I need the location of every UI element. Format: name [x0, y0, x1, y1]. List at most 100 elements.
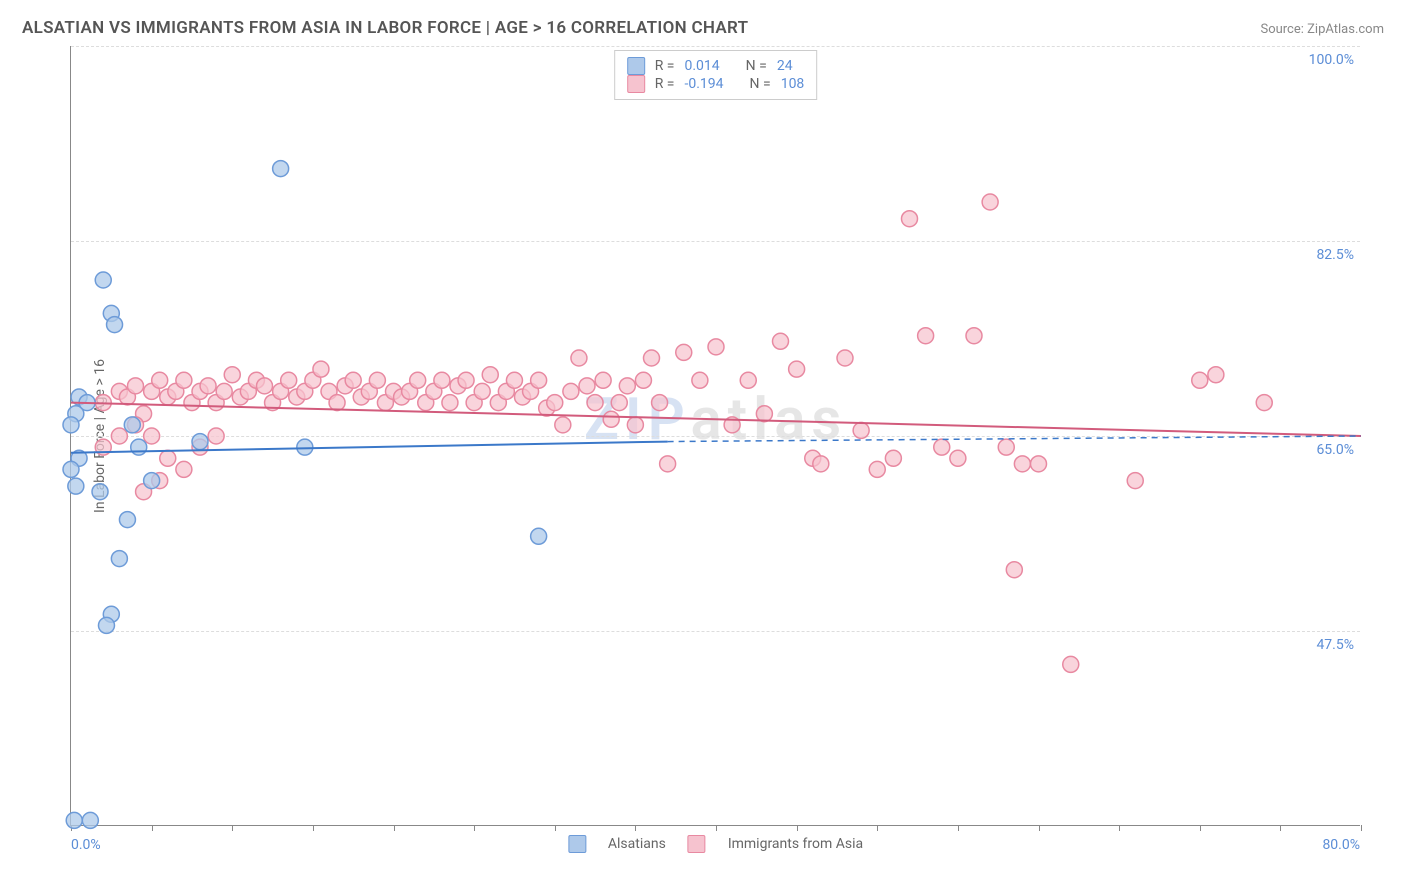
- scatter-point: [369, 372, 385, 388]
- scatter-point: [506, 372, 522, 388]
- scatter-point: [611, 395, 627, 411]
- x-tick: [474, 825, 475, 831]
- legend-r-value: -0.194: [684, 76, 723, 92]
- legend-n-label: N =: [750, 76, 771, 92]
- legend-swatch: [627, 75, 645, 93]
- scatter-point: [676, 344, 692, 360]
- scatter-point: [902, 211, 918, 227]
- scatter-point: [474, 383, 490, 399]
- scatter-point: [603, 411, 619, 427]
- scatter-point: [773, 333, 789, 349]
- scatter-point: [789, 361, 805, 377]
- scatter-point: [555, 417, 571, 433]
- scatter-point: [281, 372, 297, 388]
- scatter-point: [1192, 372, 1208, 388]
- scatter-point: [740, 372, 756, 388]
- x-tick: [1361, 825, 1362, 831]
- scatter-point: [853, 422, 869, 438]
- scatter-point: [708, 339, 724, 355]
- scatter-point: [813, 456, 829, 472]
- scatter-point: [200, 378, 216, 394]
- scatter-point: [98, 617, 114, 633]
- scatter-point: [152, 372, 168, 388]
- scatter-point: [571, 350, 587, 366]
- scatter-point: [63, 461, 79, 477]
- x-tick: [313, 825, 314, 831]
- scatter-point: [587, 395, 603, 411]
- scatter-point: [1127, 473, 1143, 489]
- scatter-point: [563, 383, 579, 399]
- scatter-point: [257, 378, 273, 394]
- scatter-point: [216, 383, 232, 399]
- scatter-point: [82, 812, 98, 828]
- scatter-point: [950, 450, 966, 466]
- scatter-point: [313, 361, 329, 377]
- scatter-point: [176, 372, 192, 388]
- scatter-point: [998, 439, 1014, 455]
- scatter-point: [160, 450, 176, 466]
- x-tick: [555, 825, 556, 831]
- legend-swatch: [688, 835, 706, 853]
- chart-area: In Labor Force | Age > 16 ZIPatlas 100.0…: [70, 46, 1360, 826]
- scatter-point: [627, 417, 643, 433]
- x-tick: [797, 825, 798, 831]
- scatter-point: [547, 395, 563, 411]
- scatter-point: [531, 528, 547, 544]
- scatter-point: [982, 194, 998, 210]
- scatter-point: [192, 434, 208, 450]
- scatter-plot: [71, 46, 1360, 825]
- legend-swatch: [627, 57, 645, 75]
- scatter-point: [119, 512, 135, 528]
- scatter-point: [966, 328, 982, 344]
- legend-series: Alsatians Immigrants from Asia: [568, 835, 863, 853]
- scatter-point: [652, 395, 668, 411]
- scatter-point: [63, 417, 79, 433]
- legend-swatch: [568, 835, 586, 853]
- x-tick: [1119, 825, 1120, 831]
- x-tick: [1200, 825, 1201, 831]
- scatter-point: [208, 428, 224, 444]
- x-tick: [958, 825, 959, 831]
- scatter-point: [92, 484, 108, 500]
- trend-line: [71, 403, 1361, 436]
- scatter-point: [635, 372, 651, 388]
- trend-line: [71, 442, 668, 453]
- x-tick: [877, 825, 878, 831]
- scatter-point: [1063, 656, 1079, 672]
- scatter-point: [869, 461, 885, 477]
- scatter-point: [1208, 367, 1224, 383]
- scatter-point: [1006, 562, 1022, 578]
- chart-title: ALSATIAN VS IMMIGRANTS FROM ASIA IN LABO…: [22, 18, 748, 38]
- scatter-point: [918, 328, 934, 344]
- scatter-point: [124, 417, 140, 433]
- scatter-point: [224, 367, 240, 383]
- scatter-point: [458, 372, 474, 388]
- legend-r-label: R =: [655, 58, 675, 74]
- scatter-point: [595, 372, 611, 388]
- x-tick: [1280, 825, 1281, 831]
- scatter-point: [482, 367, 498, 383]
- x-tick: [232, 825, 233, 831]
- legend-stats: R = 0.014 N = 24 R = -0.194 N = 108: [614, 50, 818, 100]
- scatter-point: [111, 551, 127, 567]
- scatter-point: [107, 317, 123, 333]
- scatter-point: [410, 372, 426, 388]
- scatter-point: [442, 395, 458, 411]
- scatter-point: [934, 439, 950, 455]
- scatter-point: [531, 372, 547, 388]
- legend-n-value: 108: [781, 76, 805, 92]
- scatter-point: [273, 161, 289, 177]
- scatter-point: [144, 428, 160, 444]
- scatter-point: [144, 473, 160, 489]
- legend-n-value: 24: [777, 58, 793, 74]
- scatter-point: [660, 456, 676, 472]
- scatter-point: [756, 406, 772, 422]
- x-tick: [394, 825, 395, 831]
- scatter-point: [837, 350, 853, 366]
- scatter-point: [128, 378, 144, 394]
- scatter-point: [95, 272, 111, 288]
- scatter-point: [176, 461, 192, 477]
- x-axis-min-label: 0.0%: [71, 837, 101, 853]
- legend-stats-row: R = -0.194 N = 108: [627, 75, 805, 93]
- x-tick: [716, 825, 717, 831]
